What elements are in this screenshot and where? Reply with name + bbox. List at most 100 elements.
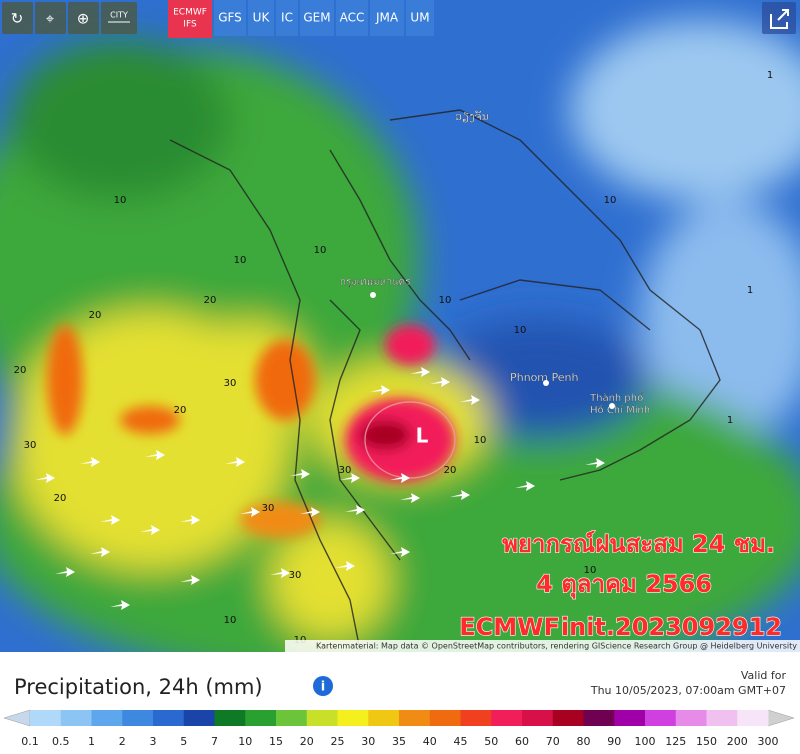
forecast-date: 4 ตุลาคม 2566 [536, 570, 712, 600]
wind-arrow [515, 481, 535, 491]
model-button[interactable]: UM [406, 0, 434, 36]
low-pressure-label: L [416, 424, 429, 448]
contour-label: 10 [439, 295, 452, 306]
contour-label: 1 [747, 285, 753, 296]
scale-segment [368, 710, 400, 726]
wind-arrow [430, 377, 450, 387]
contour-label: 20 [14, 365, 27, 376]
scale-label: 0.1 [21, 735, 39, 748]
scale-label: 0.5 [52, 735, 70, 748]
scale-segment [91, 710, 123, 726]
button-bg [300, 0, 334, 36]
button-bg [336, 0, 368, 36]
button-bg [276, 0, 298, 36]
wind-arrow [300, 507, 320, 517]
wind-arrow [145, 450, 165, 460]
valid-label: Valid for [741, 669, 787, 682]
model-button-active[interactable]: ECMWF IFS [168, 0, 212, 38]
wind-arrow [340, 473, 360, 483]
wind-arrow [345, 505, 365, 515]
wind-arrow [390, 547, 410, 557]
button-icon: ↻ [11, 10, 24, 28]
place-dot [543, 380, 549, 386]
valid-time: Thu 10/05/2023, 07:00am GMT+07 [590, 684, 786, 697]
wind-arrow [450, 490, 470, 500]
wind-arrow [180, 515, 200, 525]
scale-label: 1 [88, 735, 95, 748]
scale-segment [552, 710, 584, 726]
scale-segment [30, 710, 62, 726]
contour-label: 10 [604, 195, 617, 206]
scale-segment [737, 710, 769, 726]
scale-segment [122, 710, 154, 726]
forecast-init: init.2023092912 [561, 613, 782, 641]
scale-label: 30 [361, 735, 375, 748]
model-name: GFS [218, 11, 242, 25]
scale-segment [214, 710, 246, 726]
contour-label: 20 [204, 295, 217, 306]
scale-label: 40 [423, 735, 437, 748]
scale-segment [276, 710, 308, 726]
model-name: UM [410, 11, 429, 25]
contour-label: 30 [224, 378, 237, 389]
toolbar-button[interactable]: ↻ [2, 2, 33, 34]
button-bg [2, 2, 33, 34]
wind-arrow [35, 473, 55, 483]
model-sub: IFS [183, 20, 197, 30]
city-toggle[interactable]: CITY [101, 2, 137, 34]
place-label: กรุงเทพมหานคร [340, 277, 411, 288]
forecast-model: ECMWF [459, 613, 560, 641]
button-bg [214, 0, 246, 36]
toolbar-button[interactable]: ⊕ [68, 2, 99, 34]
attribution-bg [285, 640, 800, 652]
contour-label: 1 [727, 415, 733, 426]
model-name: ECMWF [173, 8, 207, 18]
button-bg [68, 2, 99, 34]
button-bg [248, 0, 274, 36]
scale-segment [583, 710, 615, 726]
scale-label: 45 [454, 735, 468, 748]
scale-label: 2 [119, 735, 126, 748]
place-dot [609, 403, 615, 409]
map[interactable]: 10 10 10 10 1 1 1 10 20 20 20 30 30 30 30 20 20 10 10 10 30 2… [0, 0, 800, 690]
info-button[interactable]: i [313, 676, 333, 696]
scale-label: 50 [484, 735, 498, 748]
model-button[interactable]: GEM [300, 0, 334, 36]
share-button[interactable] [762, 2, 796, 34]
contour-label: 10 [314, 245, 327, 256]
model-button[interactable]: IC [276, 0, 298, 36]
scale-label: 70 [546, 735, 560, 748]
model-button[interactable]: GFS [214, 0, 246, 36]
contour-label: 30 [262, 503, 275, 514]
wind-arrow [335, 561, 355, 571]
scale-label: 100 [635, 735, 656, 748]
scale-label: 60 [515, 735, 529, 748]
model-button[interactable]: UK [248, 0, 274, 36]
model-button[interactable]: ACC [336, 0, 368, 36]
scale-label: 80 [577, 735, 591, 748]
scale-segment [645, 710, 677, 726]
place-label: Phnom Penh [510, 371, 578, 384]
scale-segment [491, 710, 523, 726]
wind-arrow [290, 469, 310, 479]
model-name: UK [253, 11, 271, 25]
scale-label: 15 [269, 735, 283, 748]
button-bg [35, 2, 66, 34]
model-name: GEM [303, 11, 330, 25]
wind-arrow [370, 385, 390, 395]
scale-segment [306, 710, 338, 726]
scale-label: 300 [758, 735, 779, 748]
contour-label: 10 [114, 195, 127, 206]
contour-label: 30 [24, 440, 37, 451]
scale-label: 35 [392, 735, 406, 748]
scale-segment [337, 710, 369, 726]
wind-arrow [410, 367, 430, 377]
button-icon: ⊕ [77, 10, 90, 28]
scale-segment [614, 710, 646, 726]
button-bg [406, 0, 434, 36]
scale-segment [522, 710, 554, 726]
scale-label: 3 [150, 735, 157, 748]
model-button[interactable]: JMA [370, 0, 404, 36]
toolbar-button[interactable]: ⌖ [35, 2, 66, 34]
